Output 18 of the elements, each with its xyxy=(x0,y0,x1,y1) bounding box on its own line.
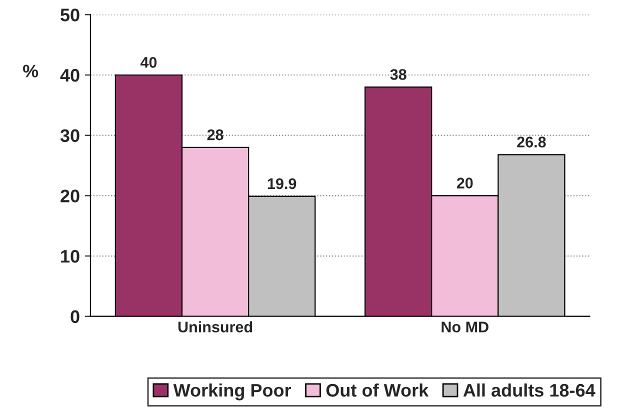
y-axis-title: % xyxy=(22,64,38,78)
y-tick-label: 50 xyxy=(60,8,80,22)
data-label: 28 xyxy=(207,129,224,140)
x-tick-label: No MD xyxy=(442,322,488,332)
y-tick-label: 0 xyxy=(70,310,80,324)
legend-label: Working Poor xyxy=(173,383,292,400)
y-tick-label: 30 xyxy=(60,129,80,142)
y-tick-label: 20 xyxy=(60,190,80,202)
y-tick-label: 10 xyxy=(61,250,80,263)
legend-label: All adults 18-64 xyxy=(463,383,596,397)
data-label: 40 xyxy=(140,56,157,68)
x-tick-label: Uninsured xyxy=(178,321,252,332)
legend-label: Out of Work xyxy=(326,383,429,397)
y-tick-label: 40 xyxy=(60,68,80,82)
data-label: 20 xyxy=(456,178,473,188)
data-label: 38 xyxy=(390,69,406,80)
data-label: 19.9 xyxy=(268,178,296,190)
data-label: 26.8 xyxy=(517,136,546,148)
